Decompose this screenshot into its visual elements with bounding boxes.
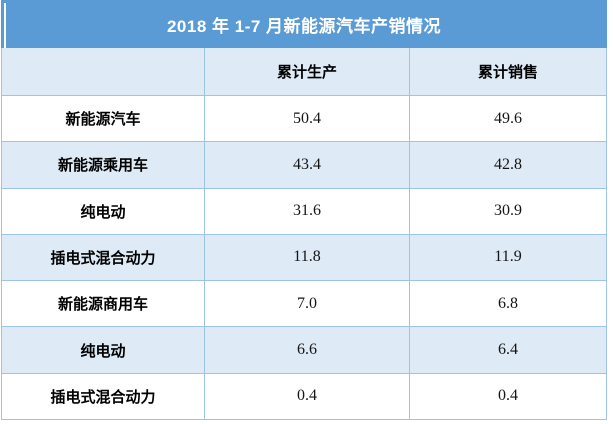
header-cell-sales: 累计销售 (477, 64, 538, 81)
table-title: 2018 年 1-7 月新能源汽车产销情况 (1, 0, 607, 48)
sales-value: 11.9 (494, 248, 522, 266)
sales-value: 30.9 (494, 202, 522, 220)
header-cell-production: 累计生产 (205, 48, 410, 95)
row-label: 新能源汽车 (2, 96, 205, 142)
sales-value: 6.4 (498, 341, 518, 359)
table-row: 纯电动 31.6 30.9 (2, 187, 606, 234)
header-row: 累计生产 累计销售 (2, 48, 606, 95)
sales-value: 49.6 (494, 109, 522, 127)
table-row: 插电式混合动力 11.8 11.9 (2, 233, 606, 281)
table-grid: 累计生产 累计销售 新能源汽车 50.4 49.6 新能源乘用车 43.4 42… (1, 48, 607, 420)
row-label: 纯电动 (2, 327, 205, 373)
production-value: 6.6 (205, 327, 410, 373)
row-label: 新能源商用车 (2, 281, 205, 327)
production-value: 50.4 (205, 96, 410, 142)
row-label: 新能源乘用车 (2, 142, 205, 188)
production-value: 11.8 (205, 234, 410, 281)
production-value: 0.4 (205, 373, 410, 419)
sales-value: 6.8 (498, 294, 518, 312)
table-row: 新能源乘用车 43.4 42.8 (2, 141, 606, 188)
row-label: 纯电动 (2, 188, 205, 234)
production-sales-table: 2018 年 1-7 月新能源汽车产销情况 累计生产 累计销售 新能源汽车 50… (1, 0, 607, 420)
row-label: 插电式混合动力 (2, 373, 205, 419)
table-row: 新能源商用车 7.0 6.8 (2, 280, 606, 327)
sales-value: 42.8 (494, 155, 522, 173)
table-row: 插电式混合动力 0.4 0.4 (2, 372, 606, 419)
header-cell-category (2, 48, 205, 95)
production-value: 31.6 (205, 188, 410, 234)
table-row: 新能源汽车 50.4 49.6 (2, 95, 606, 142)
production-value: 43.4 (205, 142, 410, 188)
row-label: 插电式混合动力 (2, 234, 205, 281)
production-value: 7.0 (205, 281, 410, 327)
sales-value: 0.4 (498, 387, 518, 405)
table-row: 纯电动 6.6 6.4 (2, 326, 606, 373)
